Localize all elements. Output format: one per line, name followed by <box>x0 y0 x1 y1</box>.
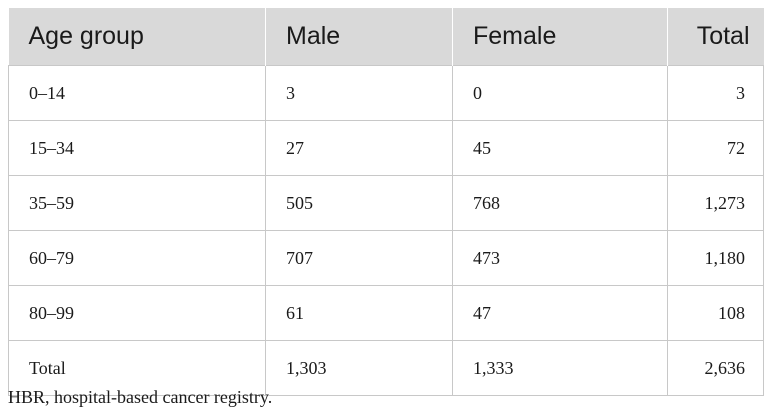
table-footnote: HBR, hospital-based cancer registry. <box>8 387 273 407</box>
cell-female: 1,333 <box>452 340 668 396</box>
data-table-container: Age group Male Female Total 0–14 3 0 3 1… <box>8 8 764 396</box>
header-male: Male <box>265 8 453 66</box>
cell-age-group: 35–59 <box>8 175 266 231</box>
cell-age-group: 15–34 <box>8 120 266 176</box>
cell-age-group: 0–14 <box>8 65 266 121</box>
cell-total: 3 <box>667 65 764 121</box>
cell-female: 47 <box>452 285 668 341</box>
table-row: 80–99 61 47 108 <box>8 285 764 341</box>
header-age-group: Age group <box>8 8 266 66</box>
cell-total: 108 <box>667 285 764 341</box>
cell-male: 61 <box>265 285 453 341</box>
header-total: Total <box>667 8 764 66</box>
cell-female: 0 <box>452 65 668 121</box>
header-female: Female <box>452 8 668 66</box>
table-row: 0–14 3 0 3 <box>8 65 764 121</box>
cell-age-group: 80–99 <box>8 285 266 341</box>
table-row: 35–59 505 768 1,273 <box>8 175 764 231</box>
cell-age-group: Total <box>8 340 266 396</box>
cell-male: 1,303 <box>265 340 453 396</box>
cell-male: 27 <box>265 120 453 176</box>
age-sex-table: Age group Male Female Total 0–14 3 0 3 1… <box>8 8 764 396</box>
table-header: Age group Male Female Total <box>8 8 764 66</box>
cell-male: 505 <box>265 175 453 231</box>
cell-total: 1,180 <box>667 230 764 286</box>
cell-male: 707 <box>265 230 453 286</box>
cell-female: 768 <box>452 175 668 231</box>
cell-male: 3 <box>265 65 453 121</box>
table-row: 15–34 27 45 72 <box>8 120 764 176</box>
cell-total: 1,273 <box>667 175 764 231</box>
cell-age-group: 60–79 <box>8 230 266 286</box>
table-row-total: Total 1,303 1,333 2,636 <box>8 340 764 396</box>
cell-female: 45 <box>452 120 668 176</box>
header-row: Age group Male Female Total <box>8 8 764 66</box>
cell-total: 72 <box>667 120 764 176</box>
cell-female: 473 <box>452 230 668 286</box>
cell-total: 2,636 <box>667 340 764 396</box>
table-body: 0–14 3 0 3 15–34 27 45 72 35–59 505 768 … <box>8 65 764 396</box>
table-row: 60–79 707 473 1,180 <box>8 230 764 286</box>
